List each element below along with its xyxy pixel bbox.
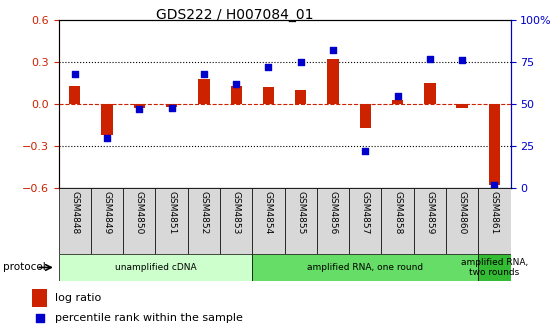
Point — [393, 93, 402, 98]
Bar — [166, 104, 177, 107]
Bar — [349, 188, 382, 254]
Point — [264, 65, 273, 70]
Bar — [59, 254, 252, 281]
Bar — [456, 104, 468, 109]
Bar — [69, 86, 80, 104]
Bar — [91, 188, 123, 254]
Bar — [59, 188, 91, 254]
Text: percentile rank within the sample: percentile rank within the sample — [55, 313, 243, 323]
Point — [232, 81, 240, 87]
Text: GSM4854: GSM4854 — [264, 192, 273, 235]
Bar — [102, 104, 113, 135]
Bar — [478, 188, 511, 254]
Bar — [360, 104, 371, 128]
Text: GSM4856: GSM4856 — [329, 192, 338, 235]
Bar — [198, 79, 209, 104]
Bar — [317, 188, 349, 254]
Text: GSM4859: GSM4859 — [425, 192, 434, 235]
Text: protocol: protocol — [3, 262, 46, 272]
Point — [35, 316, 44, 321]
Bar — [230, 86, 242, 104]
Text: unamplified cDNA: unamplified cDNA — [114, 263, 196, 272]
Text: GSM4849: GSM4849 — [103, 192, 112, 235]
Point — [458, 58, 466, 63]
Bar — [32, 289, 47, 306]
Bar — [252, 254, 478, 281]
Text: GSM4857: GSM4857 — [361, 192, 370, 235]
Text: amplified RNA, one round: amplified RNA, one round — [307, 263, 424, 272]
Point — [329, 48, 338, 53]
Bar — [424, 83, 435, 104]
Point — [135, 107, 144, 112]
Bar — [123, 188, 156, 254]
Point — [296, 59, 305, 65]
Bar — [295, 90, 306, 104]
Text: GSM4852: GSM4852 — [199, 192, 208, 235]
Point — [425, 56, 434, 61]
Text: GDS222 / H007084_01: GDS222 / H007084_01 — [156, 8, 313, 23]
Bar — [134, 104, 145, 109]
Text: GSM4855: GSM4855 — [296, 192, 305, 235]
Bar — [285, 188, 317, 254]
Bar — [446, 188, 478, 254]
Point — [103, 135, 112, 140]
Bar — [328, 59, 339, 104]
Bar — [392, 100, 403, 104]
Text: GSM4861: GSM4861 — [490, 192, 499, 235]
Bar — [382, 188, 413, 254]
Bar — [413, 188, 446, 254]
Text: GSM4848: GSM4848 — [70, 192, 79, 235]
Text: amplified RNA,
two rounds: amplified RNA, two rounds — [461, 258, 528, 277]
Point — [361, 149, 370, 154]
Point — [70, 71, 79, 77]
Point — [199, 71, 208, 77]
Text: GSM4860: GSM4860 — [458, 192, 466, 235]
Bar — [220, 188, 252, 254]
Text: GSM4850: GSM4850 — [135, 192, 144, 235]
Text: log ratio: log ratio — [55, 293, 102, 303]
Text: GSM4851: GSM4851 — [167, 192, 176, 235]
Point — [490, 182, 499, 187]
Bar — [156, 188, 187, 254]
Bar — [187, 188, 220, 254]
Bar — [252, 188, 285, 254]
Bar — [478, 254, 511, 281]
Bar — [489, 104, 500, 185]
Bar — [263, 87, 274, 104]
Text: GSM4853: GSM4853 — [232, 192, 240, 235]
Text: GSM4858: GSM4858 — [393, 192, 402, 235]
Point — [167, 105, 176, 110]
